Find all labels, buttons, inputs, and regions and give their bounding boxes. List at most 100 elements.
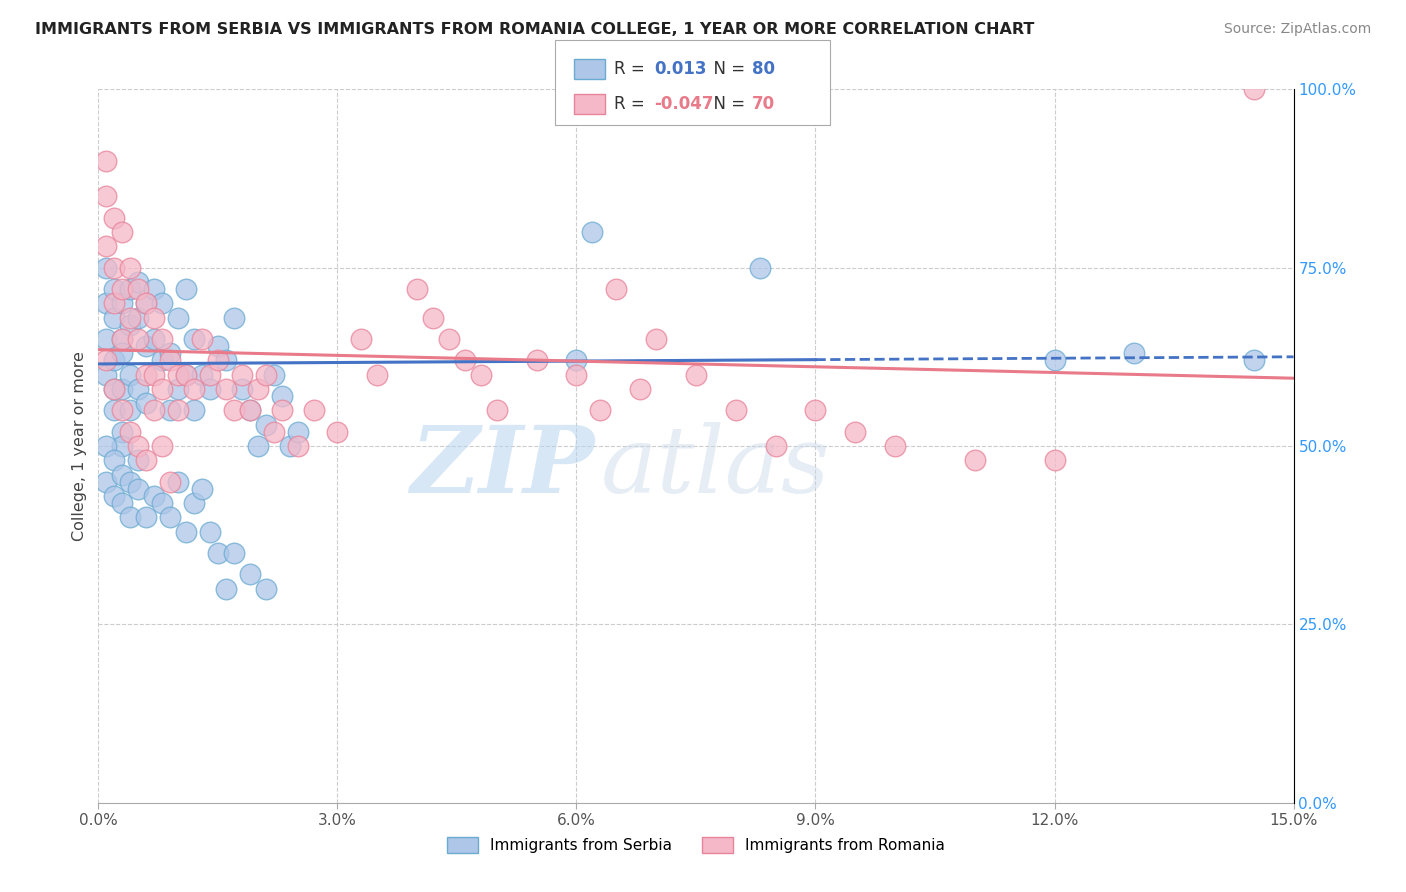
Point [96,439,118,453]
Point [1243,353,1265,368]
Text: 70: 70 [752,95,775,112]
Point [111,496,134,510]
Point [191,482,214,496]
Point [159,353,181,368]
Point [167,310,190,325]
Point [222,310,245,325]
Point [270,403,292,417]
Point [167,382,190,396]
Point [1243,82,1265,96]
Point [127,453,149,467]
Point [150,382,173,396]
Point [174,368,197,382]
Point [724,403,747,417]
Point [111,225,134,239]
Point [159,475,181,489]
Point [183,403,205,417]
Point [215,382,238,396]
Point [645,332,668,346]
Point [143,403,166,417]
Point [103,382,125,396]
Point [215,353,238,368]
Point [127,310,149,325]
Point [215,582,238,596]
Point [239,567,262,582]
Point [111,296,134,310]
Point [103,260,125,275]
Point [605,282,627,296]
Point [191,332,214,346]
Text: ZIP: ZIP [411,423,595,512]
Point [231,368,253,382]
Point [96,296,118,310]
Point [103,282,125,296]
Point [183,382,205,396]
Point [254,368,277,382]
Point [103,489,125,503]
Point [406,282,429,296]
Point [143,310,166,325]
Point [302,403,325,417]
Point [485,403,508,417]
Point [183,496,205,510]
Point [231,382,253,396]
Point [174,282,197,296]
Point [287,439,309,453]
Point [581,225,603,239]
Point [198,524,221,539]
Point [103,353,125,368]
Text: IMMIGRANTS FROM SERBIA VS IMMIGRANTS FROM ROMANIA COLLEGE, 1 YEAR OR MORE CORREL: IMMIGRANTS FROM SERBIA VS IMMIGRANTS FRO… [35,22,1035,37]
Point [422,310,444,325]
Point [565,353,588,368]
Point [884,439,907,453]
Point [174,368,197,382]
Point [287,425,309,439]
Point [222,403,245,417]
Text: 80: 80 [752,60,775,78]
Point [135,368,157,382]
Point [96,353,118,368]
Point [207,339,229,353]
Point [143,489,166,503]
Point [150,353,173,368]
Point [111,425,134,439]
Point [111,346,134,360]
Point [111,403,134,417]
Point [120,282,142,296]
Point [159,346,181,360]
Point [127,332,149,346]
Point [103,296,125,310]
Point [350,332,373,346]
Point [470,368,492,382]
Point [239,403,262,417]
Point [111,439,134,453]
Text: R =: R = [614,95,651,112]
Text: Source: ZipAtlas.com: Source: ZipAtlas.com [1223,22,1371,37]
Point [270,389,292,403]
Point [103,310,125,325]
Point [96,239,118,253]
Point [198,382,221,396]
Point [844,425,866,439]
Point [765,439,787,453]
Point [167,475,190,489]
Point [150,439,173,453]
Point [748,260,770,275]
Point [143,368,166,382]
Point [120,368,142,382]
Point [150,496,173,510]
Point [167,368,190,382]
Point [120,260,142,275]
Point [111,332,134,346]
Point [135,510,157,524]
Text: atlas: atlas [600,423,830,512]
Text: N =: N = [703,60,751,78]
Point [150,296,173,310]
Point [263,368,285,382]
Point [120,475,142,489]
Point [103,403,125,417]
Point [1123,346,1146,360]
Point [685,368,707,382]
Point [246,382,269,396]
Point [246,439,269,453]
